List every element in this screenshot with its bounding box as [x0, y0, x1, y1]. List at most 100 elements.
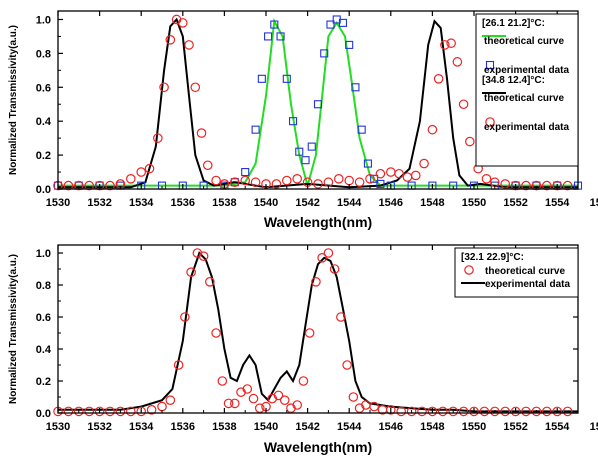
data-point: [419, 158, 429, 169]
legend-entry-label: theoretical curve: [484, 36, 564, 47]
data-point: [157, 401, 167, 412]
x-tick-label: 1548: [420, 197, 444, 209]
x-tick-label: 1540: [254, 197, 278, 209]
data-point: [242, 384, 253, 394]
chart-top: 1530 1532 1534 1536 1538 1540 1542 1544 1546 1548…: [8, 10, 598, 230]
legend-box: [454, 247, 579, 298]
data-point: [217, 376, 228, 386]
x-tick-label: 1542: [295, 197, 319, 209]
data-point: [94, 180, 105, 191]
legend-group-title: [34.8 12.4]°C:: [482, 75, 545, 86]
data-point: [396, 406, 406, 417]
data-point: [500, 179, 510, 189]
y-tick-label: 0.6: [36, 312, 51, 324]
x-tick-label: 1552: [503, 197, 527, 209]
data-point: [541, 406, 552, 417]
data-point: [298, 376, 309, 386]
y-tick-label: 0.4: [36, 116, 52, 128]
x-tick-label: 1544: [337, 421, 362, 433]
data-point: [205, 276, 215, 287]
data-point: [541, 180, 552, 191]
series-2: [58, 17, 578, 189]
data-point: [223, 398, 234, 409]
legend-entry-label: theoretical curve: [485, 266, 565, 277]
data-point: [295, 147, 304, 156]
data-point: [184, 40, 194, 50]
data-point: [279, 395, 290, 405]
data-point: [165, 395, 176, 405]
data-point: [458, 406, 469, 417]
data-point: [329, 264, 340, 274]
y-tick-label: 0.0: [36, 184, 51, 196]
x-tick-label: 1554: [545, 197, 570, 209]
data-point: [84, 180, 94, 191]
data-point: [288, 117, 298, 126]
data-point: [311, 276, 321, 287]
data-point: [281, 175, 292, 186]
data-point: [126, 406, 136, 417]
x-tick-label: 1530: [46, 197, 70, 209]
data-point: [510, 406, 521, 417]
x-tick-label: 1538: [212, 421, 236, 433]
data-point: [552, 180, 562, 191]
data-point: [338, 18, 348, 27]
data-point: [345, 40, 354, 49]
data-point: [427, 406, 438, 417]
x-tick-label: 1534: [129, 197, 154, 209]
data-point: [510, 180, 521, 191]
data-point: [452, 57, 463, 67]
data-point: [344, 175, 354, 186]
data-point: [136, 167, 146, 177]
series-line: [58, 17, 578, 189]
data-point: [273, 390, 284, 401]
data-point: [402, 172, 413, 182]
series-0: [58, 17, 578, 190]
legend-entry-label: experimental data: [485, 279, 570, 290]
series-0: [53, 248, 573, 417]
data-point: [180, 312, 190, 322]
x-tick-label: 1538: [212, 197, 236, 209]
legend-group-title: [32.1 22.9]°C:: [461, 252, 524, 263]
data-point: [264, 32, 273, 41]
data-point: [63, 406, 74, 417]
x-tick-label: 1548: [420, 421, 444, 433]
data-point: [437, 406, 448, 417]
data-point: [333, 174, 344, 184]
data-point: [230, 177, 240, 188]
data-point: [521, 406, 531, 417]
data-point: [385, 167, 396, 177]
data-point: [250, 177, 261, 188]
x-tick-label: 1546: [379, 197, 403, 209]
x-tick-label: 1536: [171, 421, 195, 433]
data-point: [410, 170, 421, 181]
data-point: [173, 360, 184, 370]
data-point: [63, 180, 74, 191]
data-point: [385, 404, 396, 415]
legend: [26.1 21.2]°C: theoretical curve experimen…: [475, 13, 579, 167]
x-tick-label: 155: [590, 421, 598, 433]
data-point: [292, 174, 302, 184]
x-tick-label: 1532: [87, 421, 111, 433]
data-point: [230, 398, 240, 409]
data-point: [186, 267, 196, 277]
data-point: [562, 406, 573, 417]
y-tick-label: 0.2: [36, 376, 51, 388]
data-point: [370, 174, 379, 183]
data-point: [531, 180, 542, 191]
data-point: [257, 74, 266, 83]
y-tick-label: 0.0: [36, 408, 51, 420]
data-point: [190, 82, 201, 93]
x-tick-label: 1544: [337, 197, 362, 209]
data-point: [363, 159, 372, 168]
chart-bottom: 1530 1532 1534 1536 1538 1540 1542 1544 1546 1548…: [8, 244, 598, 455]
data-point: [354, 177, 365, 188]
data-point: [552, 406, 562, 417]
data-point: [84, 406, 94, 417]
data-point: [146, 404, 157, 415]
data-point: [248, 393, 259, 404]
series-line: [58, 17, 578, 190]
data-point: [446, 38, 456, 49]
data-point: [144, 163, 155, 174]
data-point: [323, 248, 334, 258]
data-point: [369, 401, 379, 412]
